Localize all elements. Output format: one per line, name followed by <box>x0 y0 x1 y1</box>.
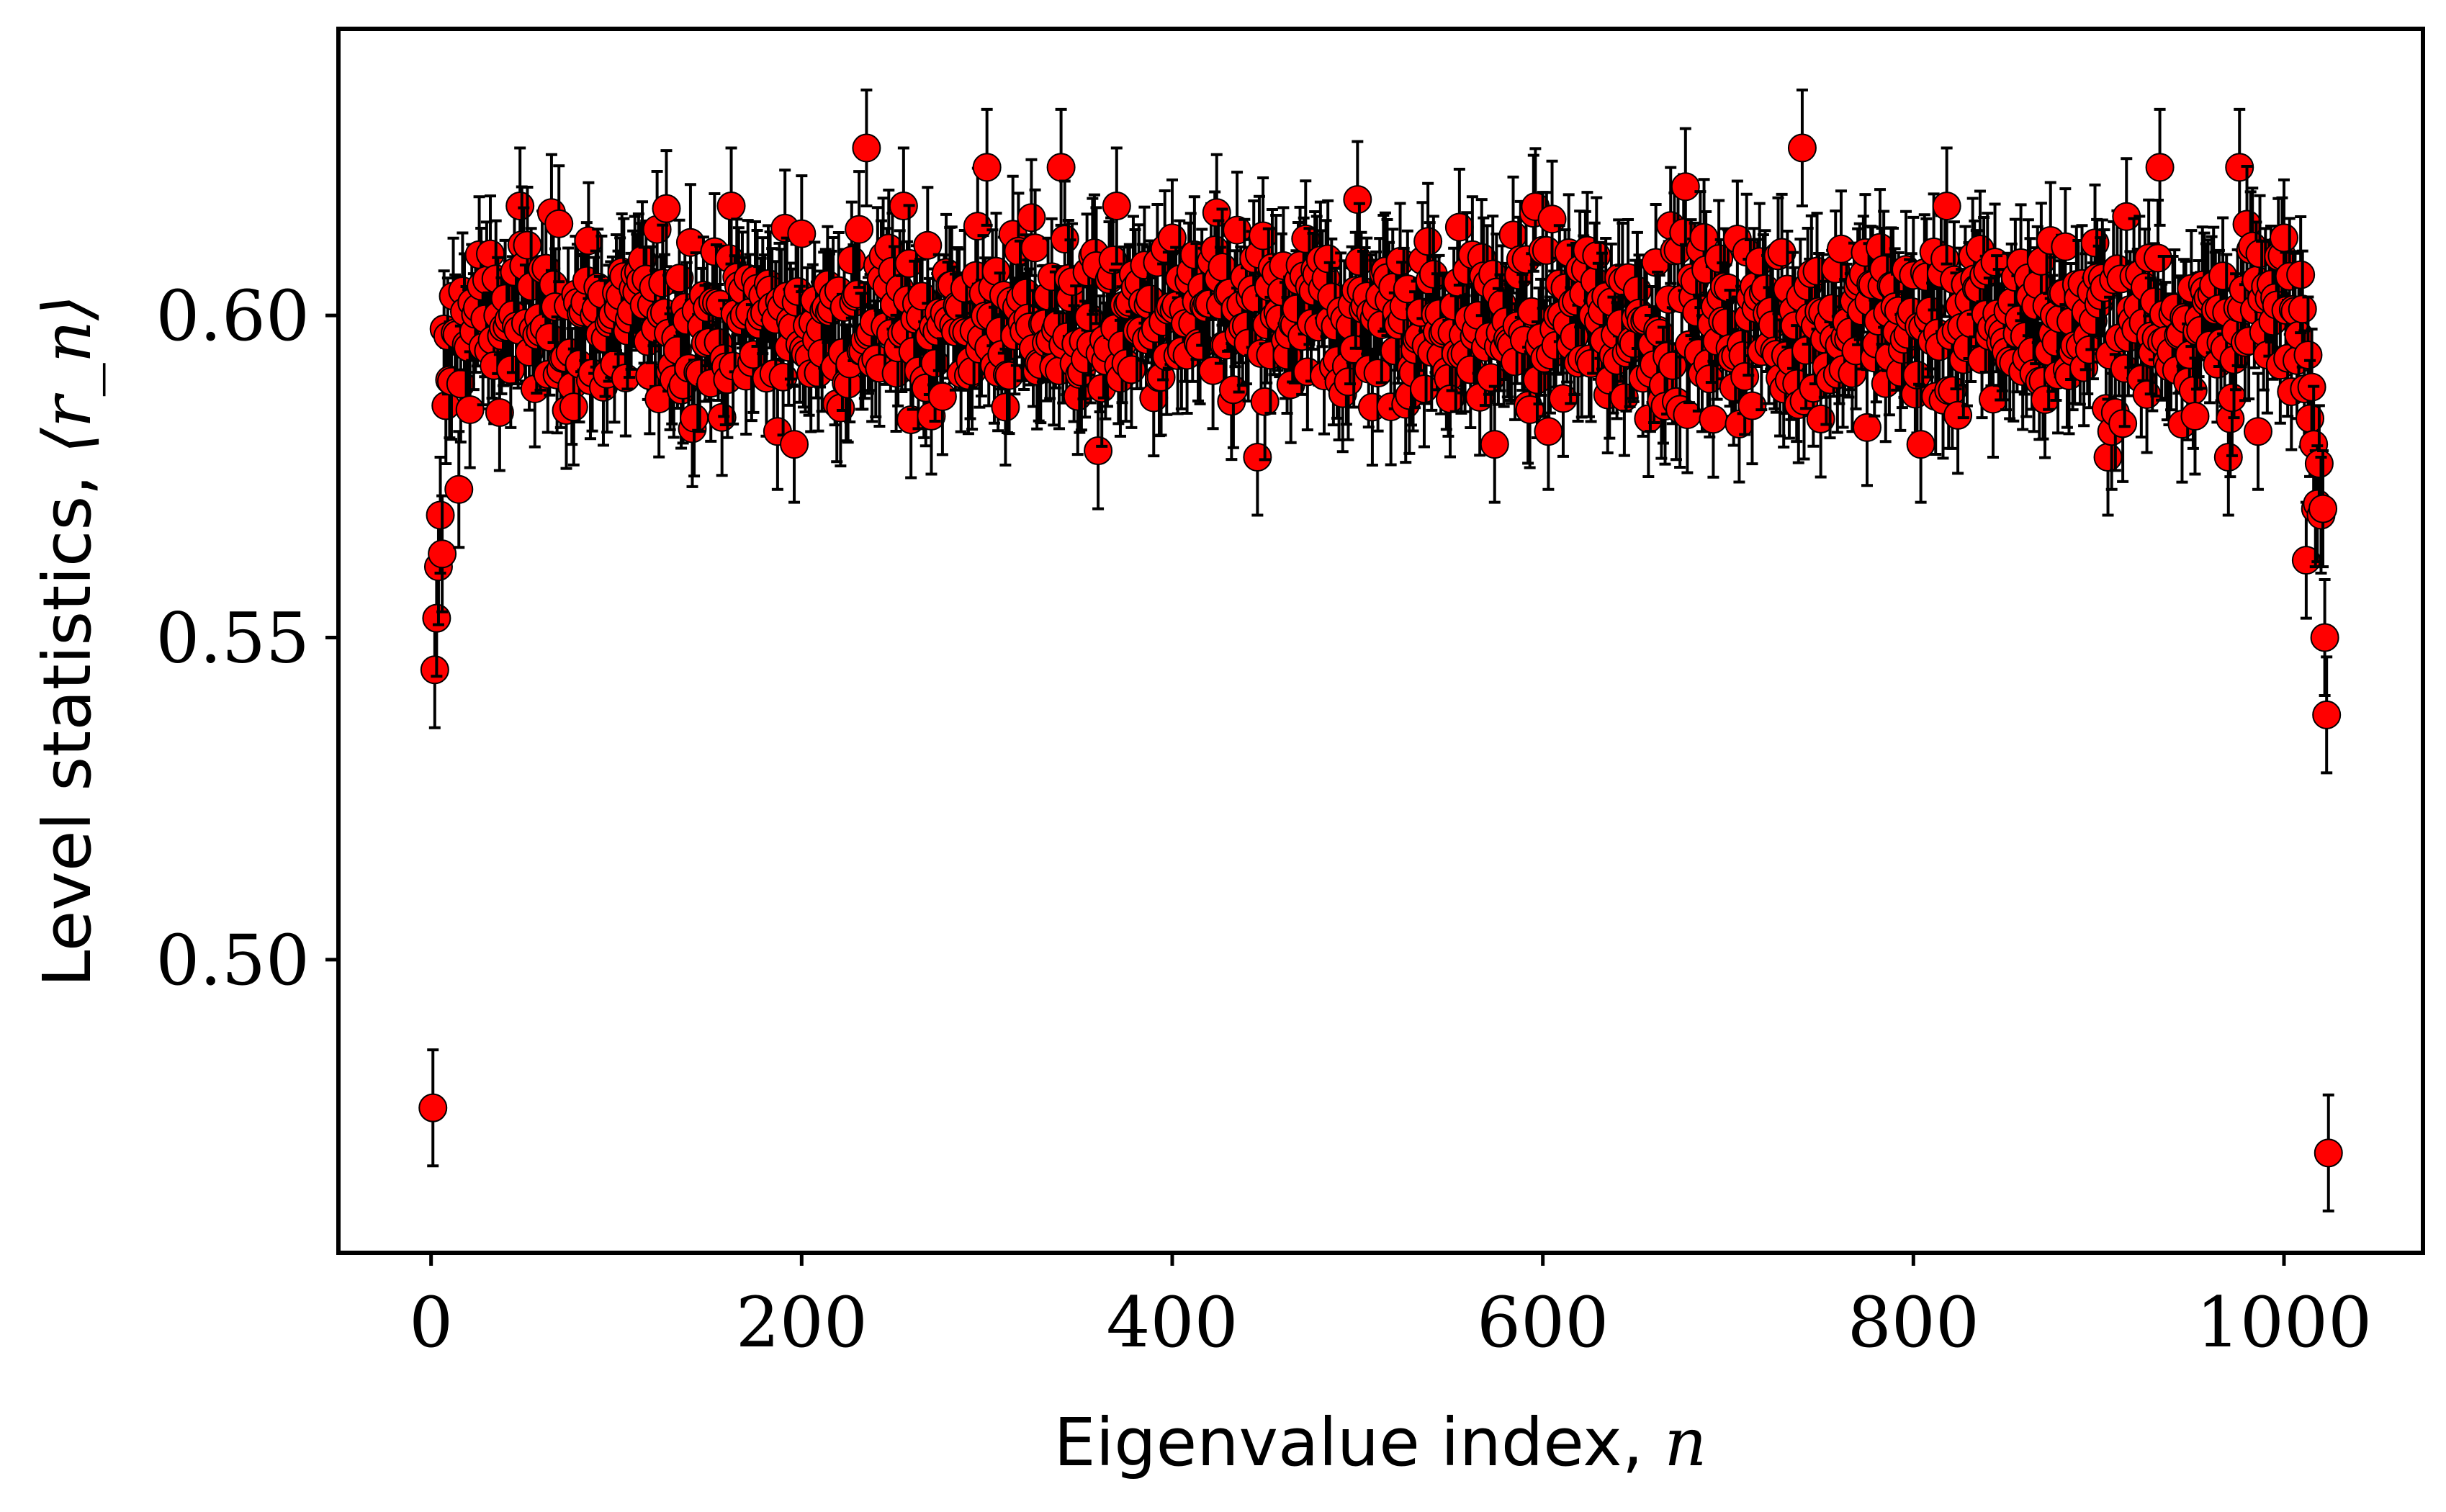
data-point-marker <box>1084 436 1113 466</box>
data-point-marker <box>2051 232 2080 261</box>
data-point-marker <box>1548 384 1578 413</box>
data-point <box>780 384 809 504</box>
data-point <box>675 183 705 302</box>
data-point-marker <box>2217 383 2247 413</box>
data-point-marker <box>2144 243 2173 273</box>
data-point-marker <box>1250 387 1280 416</box>
data-point-marker <box>981 256 1011 286</box>
data-point <box>2243 372 2272 491</box>
data-point-marker <box>2213 443 2243 472</box>
data-point-marker <box>2093 443 2123 472</box>
data-point <box>426 456 455 575</box>
data-point <box>1787 89 1817 208</box>
data-point-marker <box>1413 227 1443 256</box>
data-point-marker <box>1671 172 1700 202</box>
data-point-marker <box>2108 409 2138 438</box>
data-point-marker <box>1534 417 1563 446</box>
data-point-marker <box>716 192 746 221</box>
data-point-marker <box>418 1093 448 1122</box>
data-point-marker <box>1932 192 1961 221</box>
data-point-marker <box>1787 133 1817 163</box>
data-point-marker <box>485 397 514 427</box>
data-point-marker <box>420 655 449 685</box>
data-point-marker <box>1480 430 1509 459</box>
data-point-marker <box>455 395 485 424</box>
data-point-marker <box>1673 400 1702 429</box>
data-point <box>652 149 681 269</box>
data-point-marker <box>837 246 866 275</box>
data-point <box>1826 189 1856 309</box>
data-point-marker <box>1498 220 1528 250</box>
data-point-marker <box>2180 402 2210 431</box>
data-point <box>2180 356 2210 476</box>
data-point-marker <box>680 403 709 433</box>
data-point <box>1020 188 1050 307</box>
data-point-marker <box>852 133 881 163</box>
data-point <box>1343 140 1372 259</box>
data-point <box>2145 107 2175 227</box>
data-point-marker <box>780 430 809 459</box>
data-point <box>1102 146 1131 266</box>
data-point-marker <box>652 194 681 223</box>
data-point-marker <box>845 215 874 244</box>
data-point-marker <box>1102 192 1131 221</box>
data-point-marker <box>991 392 1020 422</box>
data-point-marker <box>426 500 455 530</box>
data-point-marker <box>1853 413 1881 442</box>
data-point-marker <box>1017 203 1046 233</box>
data-point <box>1671 127 1700 246</box>
data-point <box>428 494 457 613</box>
data-point-marker <box>972 153 1002 182</box>
data-point-marker <box>1737 391 1767 420</box>
data-point-marker <box>1699 405 1728 434</box>
data-point <box>716 146 746 266</box>
data-point-marker <box>1046 153 1076 182</box>
data-point-marker <box>544 209 574 238</box>
data-point-marker <box>787 219 817 248</box>
data-point <box>972 107 1002 227</box>
data-point-marker <box>1343 185 1372 215</box>
data-point-marker <box>505 192 535 221</box>
data-point <box>852 89 881 208</box>
data-point-marker <box>476 239 505 269</box>
data-point <box>845 170 874 289</box>
data-point-marker <box>428 539 457 569</box>
data-point <box>1534 372 1563 491</box>
data-point-marker <box>2243 417 2272 446</box>
data-point-marker <box>927 382 957 411</box>
data-point-marker <box>665 264 694 293</box>
data-point-marker <box>1243 443 1272 472</box>
data-point <box>444 430 474 549</box>
data-point <box>1737 346 1767 466</box>
data-point <box>1932 146 1961 266</box>
data-point-marker <box>422 603 451 633</box>
data-point-marker <box>1826 234 1856 264</box>
data-point <box>913 186 943 305</box>
data-point-marker <box>913 230 943 260</box>
data-point <box>544 164 574 284</box>
data-point-marker <box>2145 153 2175 182</box>
data-point-marker <box>559 392 588 422</box>
data-points <box>418 89 2343 1212</box>
data-point-marker <box>1444 212 1474 242</box>
data-point <box>418 1048 448 1168</box>
data-point-marker <box>513 230 542 260</box>
data-point <box>1202 153 1231 272</box>
data-point-marker <box>444 474 474 504</box>
